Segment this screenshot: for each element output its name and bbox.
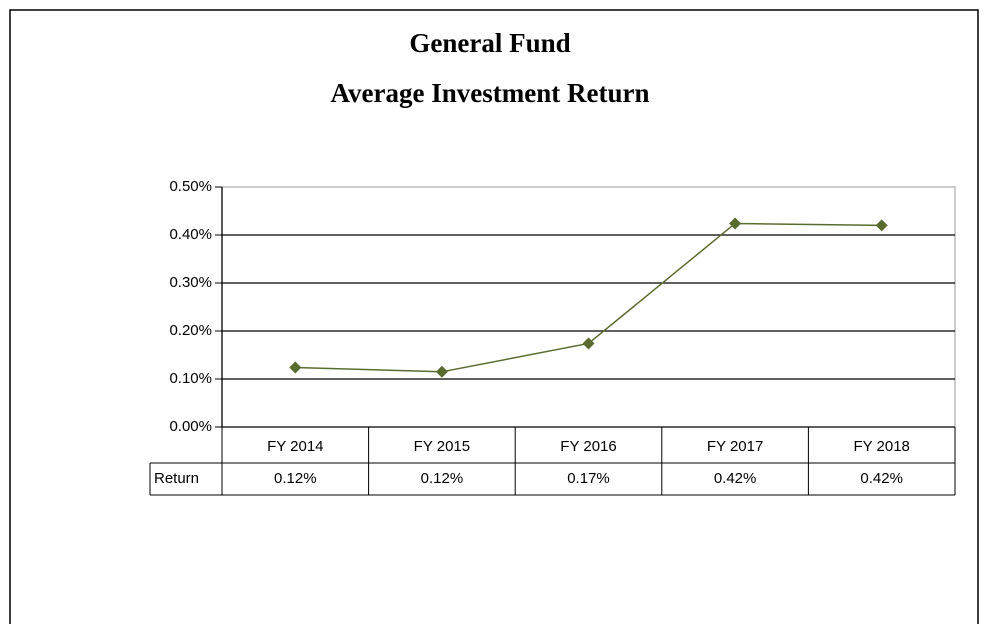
y-tick-label: 0.10% <box>169 370 212 387</box>
series-line <box>295 222 882 373</box>
data-point <box>289 361 302 374</box>
x-tick-label: FY 2015 <box>414 438 470 455</box>
x-tick-label: FY 2017 <box>707 438 763 455</box>
x-tick-label: FY 2014 <box>267 438 323 455</box>
chart-border <box>9 9 979 624</box>
data-point <box>875 219 888 232</box>
data-label: 0.12% <box>274 470 317 487</box>
data-point <box>582 337 595 350</box>
data-label: 0.42% <box>860 470 903 487</box>
data-point <box>435 365 448 378</box>
chart-title: General Fund <box>409 28 570 58</box>
data-point <box>729 217 742 230</box>
plot-border <box>222 186 956 427</box>
y-tick-label: 0.40% <box>169 226 212 243</box>
y-tick-label: 0.00% <box>169 418 212 435</box>
x-tick-label: FY 2016 <box>560 438 616 455</box>
legend-label: Return <box>154 470 199 487</box>
y-tick-label: 0.30% <box>169 274 212 291</box>
y-tick-label: 0.20% <box>169 322 212 339</box>
y-tick-label: 0.50% <box>169 178 212 195</box>
x-tick-label: FY 2018 <box>853 438 909 455</box>
chart-title: Average Investment Return <box>331 78 650 108</box>
data-label: 0.42% <box>714 470 757 487</box>
data-label: 0.17% <box>567 470 610 487</box>
data-label: 0.12% <box>421 470 464 487</box>
